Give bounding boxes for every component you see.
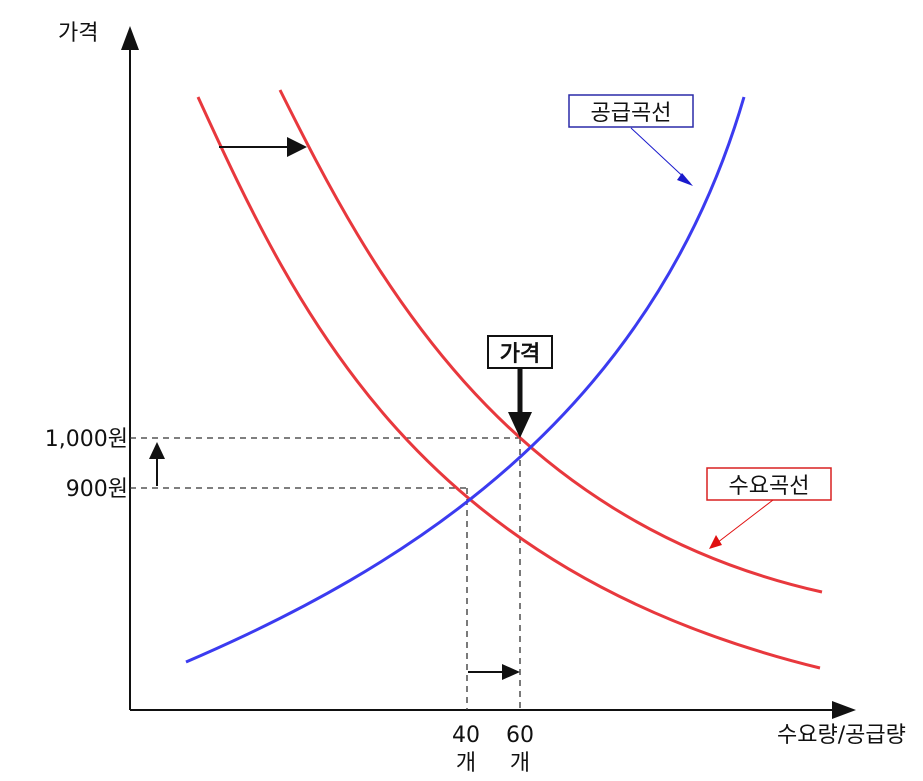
quantity-tick-40-value: 40 — [452, 723, 480, 748]
y-axis — [121, 26, 139, 710]
demand-curve-shifted — [278, 89, 823, 594]
demand-curve-original — [196, 96, 821, 670]
supply-pointer — [630, 127, 691, 184]
demand-pointer — [712, 499, 774, 547]
supply-label: 공급곡선 — [591, 101, 672, 126]
x-axis-label: 수요량/공급량 — [777, 723, 906, 748]
supply-curve — [185, 96, 746, 664]
quantity-tick-40-unit: 개 — [456, 751, 476, 776]
demand-pointer-icon — [709, 535, 722, 549]
y-axis-arrow-icon — [121, 26, 139, 50]
price-callout-box — [487, 335, 553, 369]
x-axis — [130, 701, 856, 719]
supply-pointer-icon — [677, 173, 693, 186]
price-tick-900: 900원 — [66, 477, 128, 502]
demand-shift-arrow-icon — [287, 137, 307, 157]
quantity-tick-60-value: 60 — [506, 723, 534, 748]
supply-label-box — [568, 94, 694, 128]
demand-label: 수요곡선 — [729, 474, 810, 499]
price-callout-label: 가격 — [500, 342, 540, 367]
price-up-arrow-icon — [149, 442, 165, 459]
quantity-shift-arrow-icon — [502, 664, 520, 680]
quantity-tick-60-unit: 개 — [510, 751, 530, 776]
price-tick-1000: 1,000원 — [45, 427, 128, 452]
price-callout-arrow-icon — [508, 412, 532, 438]
y-axis-label: 가격 — [58, 21, 98, 46]
guide-lines — [130, 437, 521, 710]
demand-label-box — [706, 467, 832, 501]
x-axis-arrow-icon — [832, 701, 856, 719]
